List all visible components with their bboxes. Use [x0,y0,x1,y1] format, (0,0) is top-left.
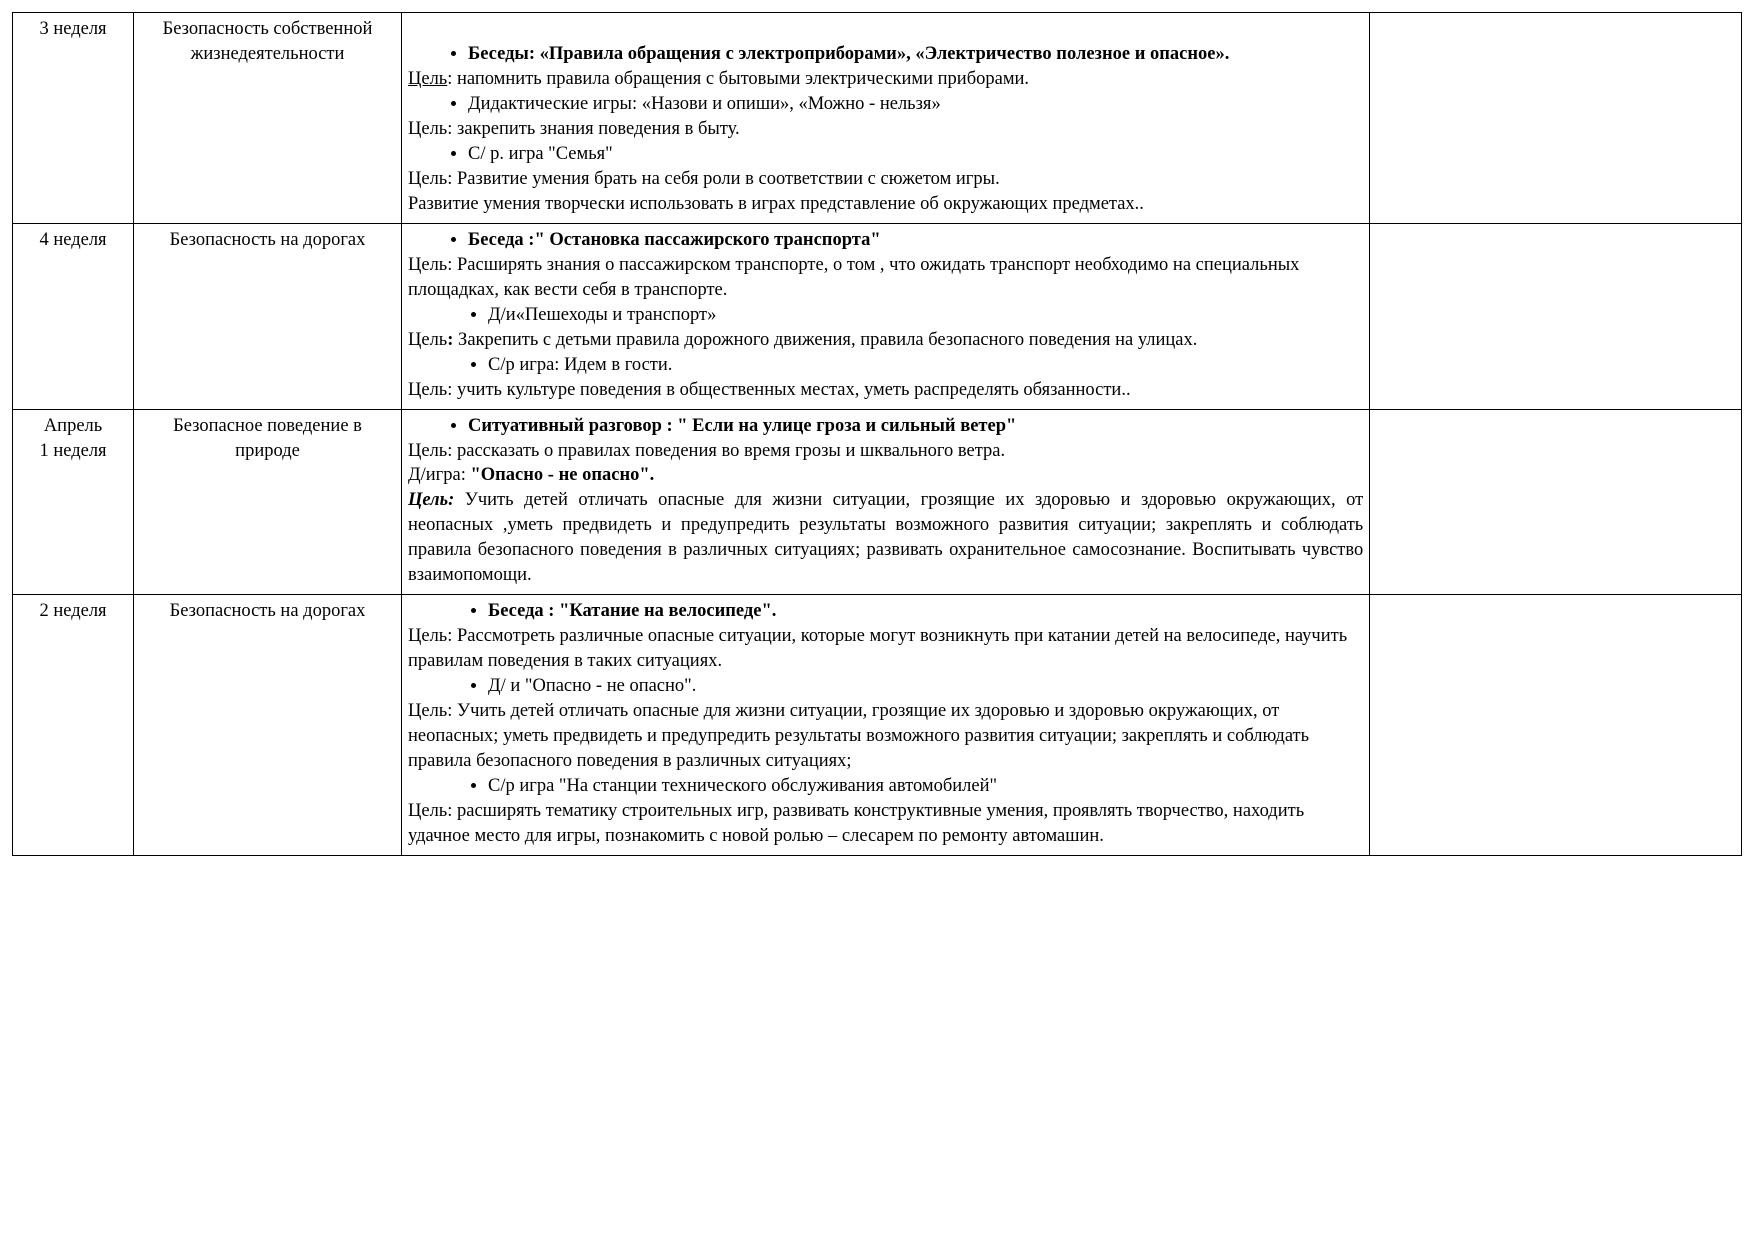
game-name: "Опасно - не опасно". [470,465,654,485]
week-label: 4 неделя [39,230,106,250]
topic-label: Безопасность на дорогах [170,601,366,621]
notes-cell [1370,223,1742,409]
topic-cell: Безопасность собственной жизнедеятельнос… [134,13,402,224]
bullet-heading: Беседы: «Правила обращения с электроприб… [468,44,1229,64]
topic-label: Безопасность на дорогах [170,230,366,250]
goal-label: Цель [408,69,447,89]
notes-cell [1370,13,1742,224]
week-cell: Апрель 1 неделя [13,409,134,595]
goal-text: Развитие умения творчески использовать в… [408,192,1363,217]
curriculum-table: 3 неделя Безопасность собственной жизнед… [12,12,1742,856]
bullet-text: Д/и«Пешеходы и транспорт» [488,305,716,325]
goal-text: Цель: рассказать о правилах поведения во… [408,439,1363,464]
week-cell: 4 неделя [13,223,134,409]
table-row: Апрель 1 неделя Безопасное поведение в п… [13,409,1742,595]
notes-cell [1370,595,1742,856]
bullet-heading: Беседа : "Катание на велосипеде". [488,601,776,621]
goal-text: Цель: Учить детей отличать опасные для ж… [408,699,1363,774]
content-cell: Беседа :" Остановка пассажирского трансп… [402,223,1370,409]
topic-cell: Безопасность на дорогах [134,223,402,409]
goal-text: Цель: учить культуре поведения в обществ… [408,378,1363,403]
goal-text: : напомнить правила обращения с бытовыми… [447,69,1029,89]
topic-label: Безопасность собственной жизнедеятельнос… [163,19,373,64]
week-label: 1 неделя [39,441,106,461]
table-row: 2 неделя Безопасность на дорогах Беседа … [13,595,1742,856]
topic-cell: Безопасность на дорогах [134,595,402,856]
table-row: 3 неделя Безопасность собственной жизнед… [13,13,1742,224]
table-row: 4 неделя Безопасность на дорогах Беседа … [13,223,1742,409]
goal-text: Цель: Развитие умения брать на себя роли… [408,167,1363,192]
goal-text: Цель: Расширять знания о пассажирском тр… [408,253,1363,303]
notes-cell [1370,409,1742,595]
bullet-text: Д/ и "Опасно - не опасно". [488,676,696,696]
month-label: Апрель [44,416,102,436]
bullet-heading: Ситуативный разговор : " Если на улице г… [468,416,1016,436]
game-label: Д/игра: [408,465,470,485]
goal-text: Учить детей отличать опасные для жизни с… [408,490,1363,585]
content-cell: Беседы: «Правила обращения с электроприб… [402,13,1370,224]
content-cell: Ситуативный разговор : " Если на улице г… [402,409,1370,595]
bullet-heading: Беседа :" Остановка пассажирского трансп… [468,230,881,250]
week-label: 3 неделя [39,19,106,39]
goal-text: Цель: закрепить знания поведения в быту. [408,117,1363,142]
bullet-text: Дидактические игры: «Назови и опиши», «М… [468,94,941,114]
goal-label: Цель: [408,490,454,510]
week-cell: 3 неделя [13,13,134,224]
content-cell: Беседа : "Катание на велосипеде". Цель: … [402,595,1370,856]
goal-text: Цель: Рассмотреть различные опасные ситу… [408,624,1363,674]
topic-cell: Безопасное поведение в природе [134,409,402,595]
goal-text: Цель: расширять тематику строительных иг… [408,799,1363,849]
goal-text: Закрепить с детьми правила дорожного дви… [453,330,1197,350]
week-label: 2 неделя [39,601,106,621]
goal-label: Цель [408,330,447,350]
topic-label: Безопасное поведение в природе [173,416,362,461]
bullet-text: С/р игра: Идем в гости. [488,355,672,375]
bullet-text: С/р игра "На станции технического обслуж… [488,776,997,796]
bullet-text: С/ р. игра "Семья" [468,144,613,164]
week-cell: 2 неделя [13,595,134,856]
